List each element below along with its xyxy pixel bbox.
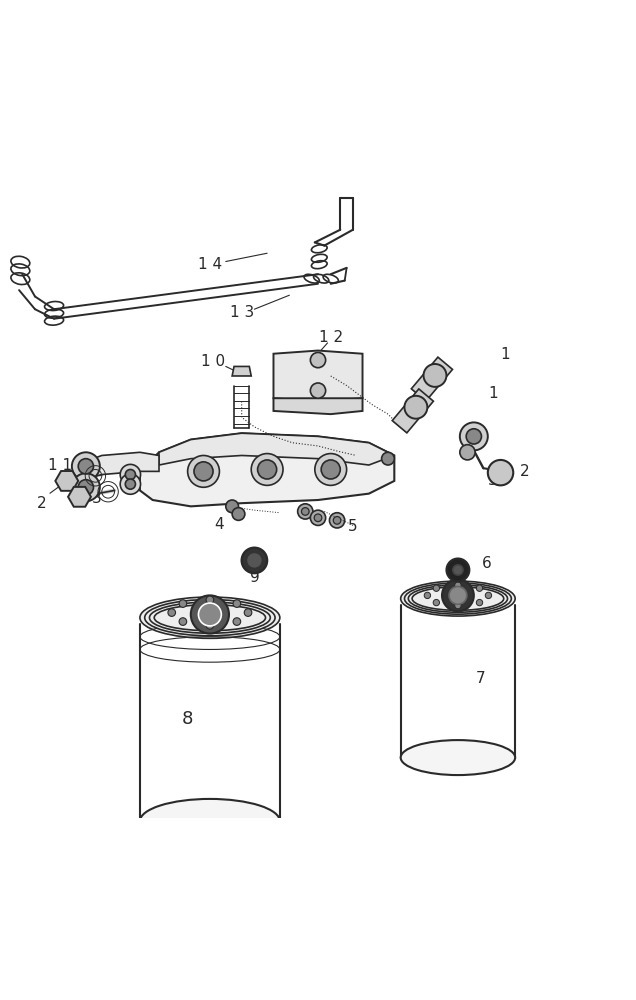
- Circle shape: [258, 460, 277, 479]
- Circle shape: [404, 396, 427, 419]
- Circle shape: [179, 618, 187, 625]
- Ellipse shape: [140, 597, 280, 638]
- Polygon shape: [411, 357, 452, 401]
- Circle shape: [446, 559, 469, 581]
- Circle shape: [455, 582, 461, 588]
- Polygon shape: [159, 433, 394, 465]
- Circle shape: [125, 469, 135, 480]
- Circle shape: [333, 517, 341, 524]
- Circle shape: [424, 364, 446, 387]
- Ellipse shape: [412, 587, 504, 610]
- Circle shape: [382, 452, 394, 465]
- Polygon shape: [273, 398, 363, 414]
- Circle shape: [226, 500, 238, 513]
- Text: 1 1: 1 1: [48, 458, 73, 473]
- Text: 1 4: 1 4: [198, 257, 222, 272]
- Circle shape: [424, 592, 431, 599]
- Circle shape: [310, 383, 326, 398]
- Text: 1: 1: [501, 347, 511, 362]
- Text: 1 2: 1 2: [319, 330, 343, 345]
- Polygon shape: [68, 487, 91, 507]
- Circle shape: [460, 422, 488, 450]
- Polygon shape: [140, 433, 394, 506]
- Ellipse shape: [145, 600, 275, 636]
- Circle shape: [476, 599, 483, 606]
- Circle shape: [251, 454, 283, 485]
- Text: 7: 7: [475, 671, 485, 686]
- Text: 1 3: 1 3: [230, 305, 254, 320]
- Text: 3: 3: [92, 491, 102, 506]
- Text: 4: 4: [214, 517, 225, 532]
- Ellipse shape: [155, 605, 266, 631]
- Circle shape: [120, 474, 141, 494]
- Circle shape: [455, 602, 461, 609]
- Circle shape: [233, 618, 240, 625]
- Circle shape: [206, 596, 214, 604]
- Text: 1: 1: [488, 386, 498, 401]
- Circle shape: [206, 621, 214, 629]
- Polygon shape: [76, 452, 159, 481]
- Ellipse shape: [401, 740, 515, 775]
- Circle shape: [168, 609, 176, 616]
- Text: 9: 9: [249, 570, 259, 585]
- Ellipse shape: [401, 581, 515, 616]
- Circle shape: [453, 565, 463, 575]
- Circle shape: [248, 554, 261, 567]
- Circle shape: [78, 480, 93, 495]
- Text: 2: 2: [36, 496, 46, 511]
- Polygon shape: [392, 389, 433, 433]
- Ellipse shape: [408, 585, 508, 612]
- Circle shape: [72, 452, 100, 480]
- Circle shape: [460, 445, 475, 460]
- Circle shape: [72, 473, 100, 501]
- Circle shape: [329, 513, 345, 528]
- Circle shape: [433, 599, 439, 606]
- Polygon shape: [273, 351, 363, 401]
- Circle shape: [488, 460, 513, 485]
- Circle shape: [485, 592, 492, 599]
- Text: 3: 3: [488, 473, 498, 488]
- Circle shape: [476, 585, 483, 591]
- Circle shape: [244, 609, 252, 616]
- Ellipse shape: [149, 602, 270, 633]
- Ellipse shape: [140, 799, 280, 843]
- Circle shape: [310, 352, 326, 368]
- Circle shape: [310, 510, 326, 525]
- Circle shape: [188, 455, 219, 487]
- Circle shape: [449, 586, 467, 604]
- Circle shape: [466, 429, 481, 444]
- Circle shape: [301, 508, 309, 515]
- Circle shape: [191, 595, 229, 634]
- Circle shape: [314, 514, 322, 522]
- Text: 1 0: 1 0: [201, 354, 225, 369]
- Circle shape: [194, 462, 213, 481]
- Circle shape: [242, 548, 267, 573]
- Text: 5: 5: [348, 519, 358, 534]
- Text: 2: 2: [520, 464, 530, 479]
- Circle shape: [321, 460, 340, 479]
- Polygon shape: [232, 366, 251, 376]
- Circle shape: [433, 585, 439, 591]
- Circle shape: [442, 580, 474, 611]
- Circle shape: [78, 459, 93, 474]
- Text: 6: 6: [481, 556, 492, 571]
- Circle shape: [315, 454, 347, 485]
- Text: 8: 8: [182, 710, 193, 728]
- Circle shape: [125, 479, 135, 489]
- Polygon shape: [55, 471, 78, 491]
- Circle shape: [120, 464, 141, 485]
- Circle shape: [198, 603, 221, 626]
- Circle shape: [179, 600, 187, 607]
- Circle shape: [232, 508, 245, 520]
- Ellipse shape: [404, 583, 511, 614]
- Circle shape: [233, 600, 240, 607]
- Circle shape: [298, 504, 313, 519]
